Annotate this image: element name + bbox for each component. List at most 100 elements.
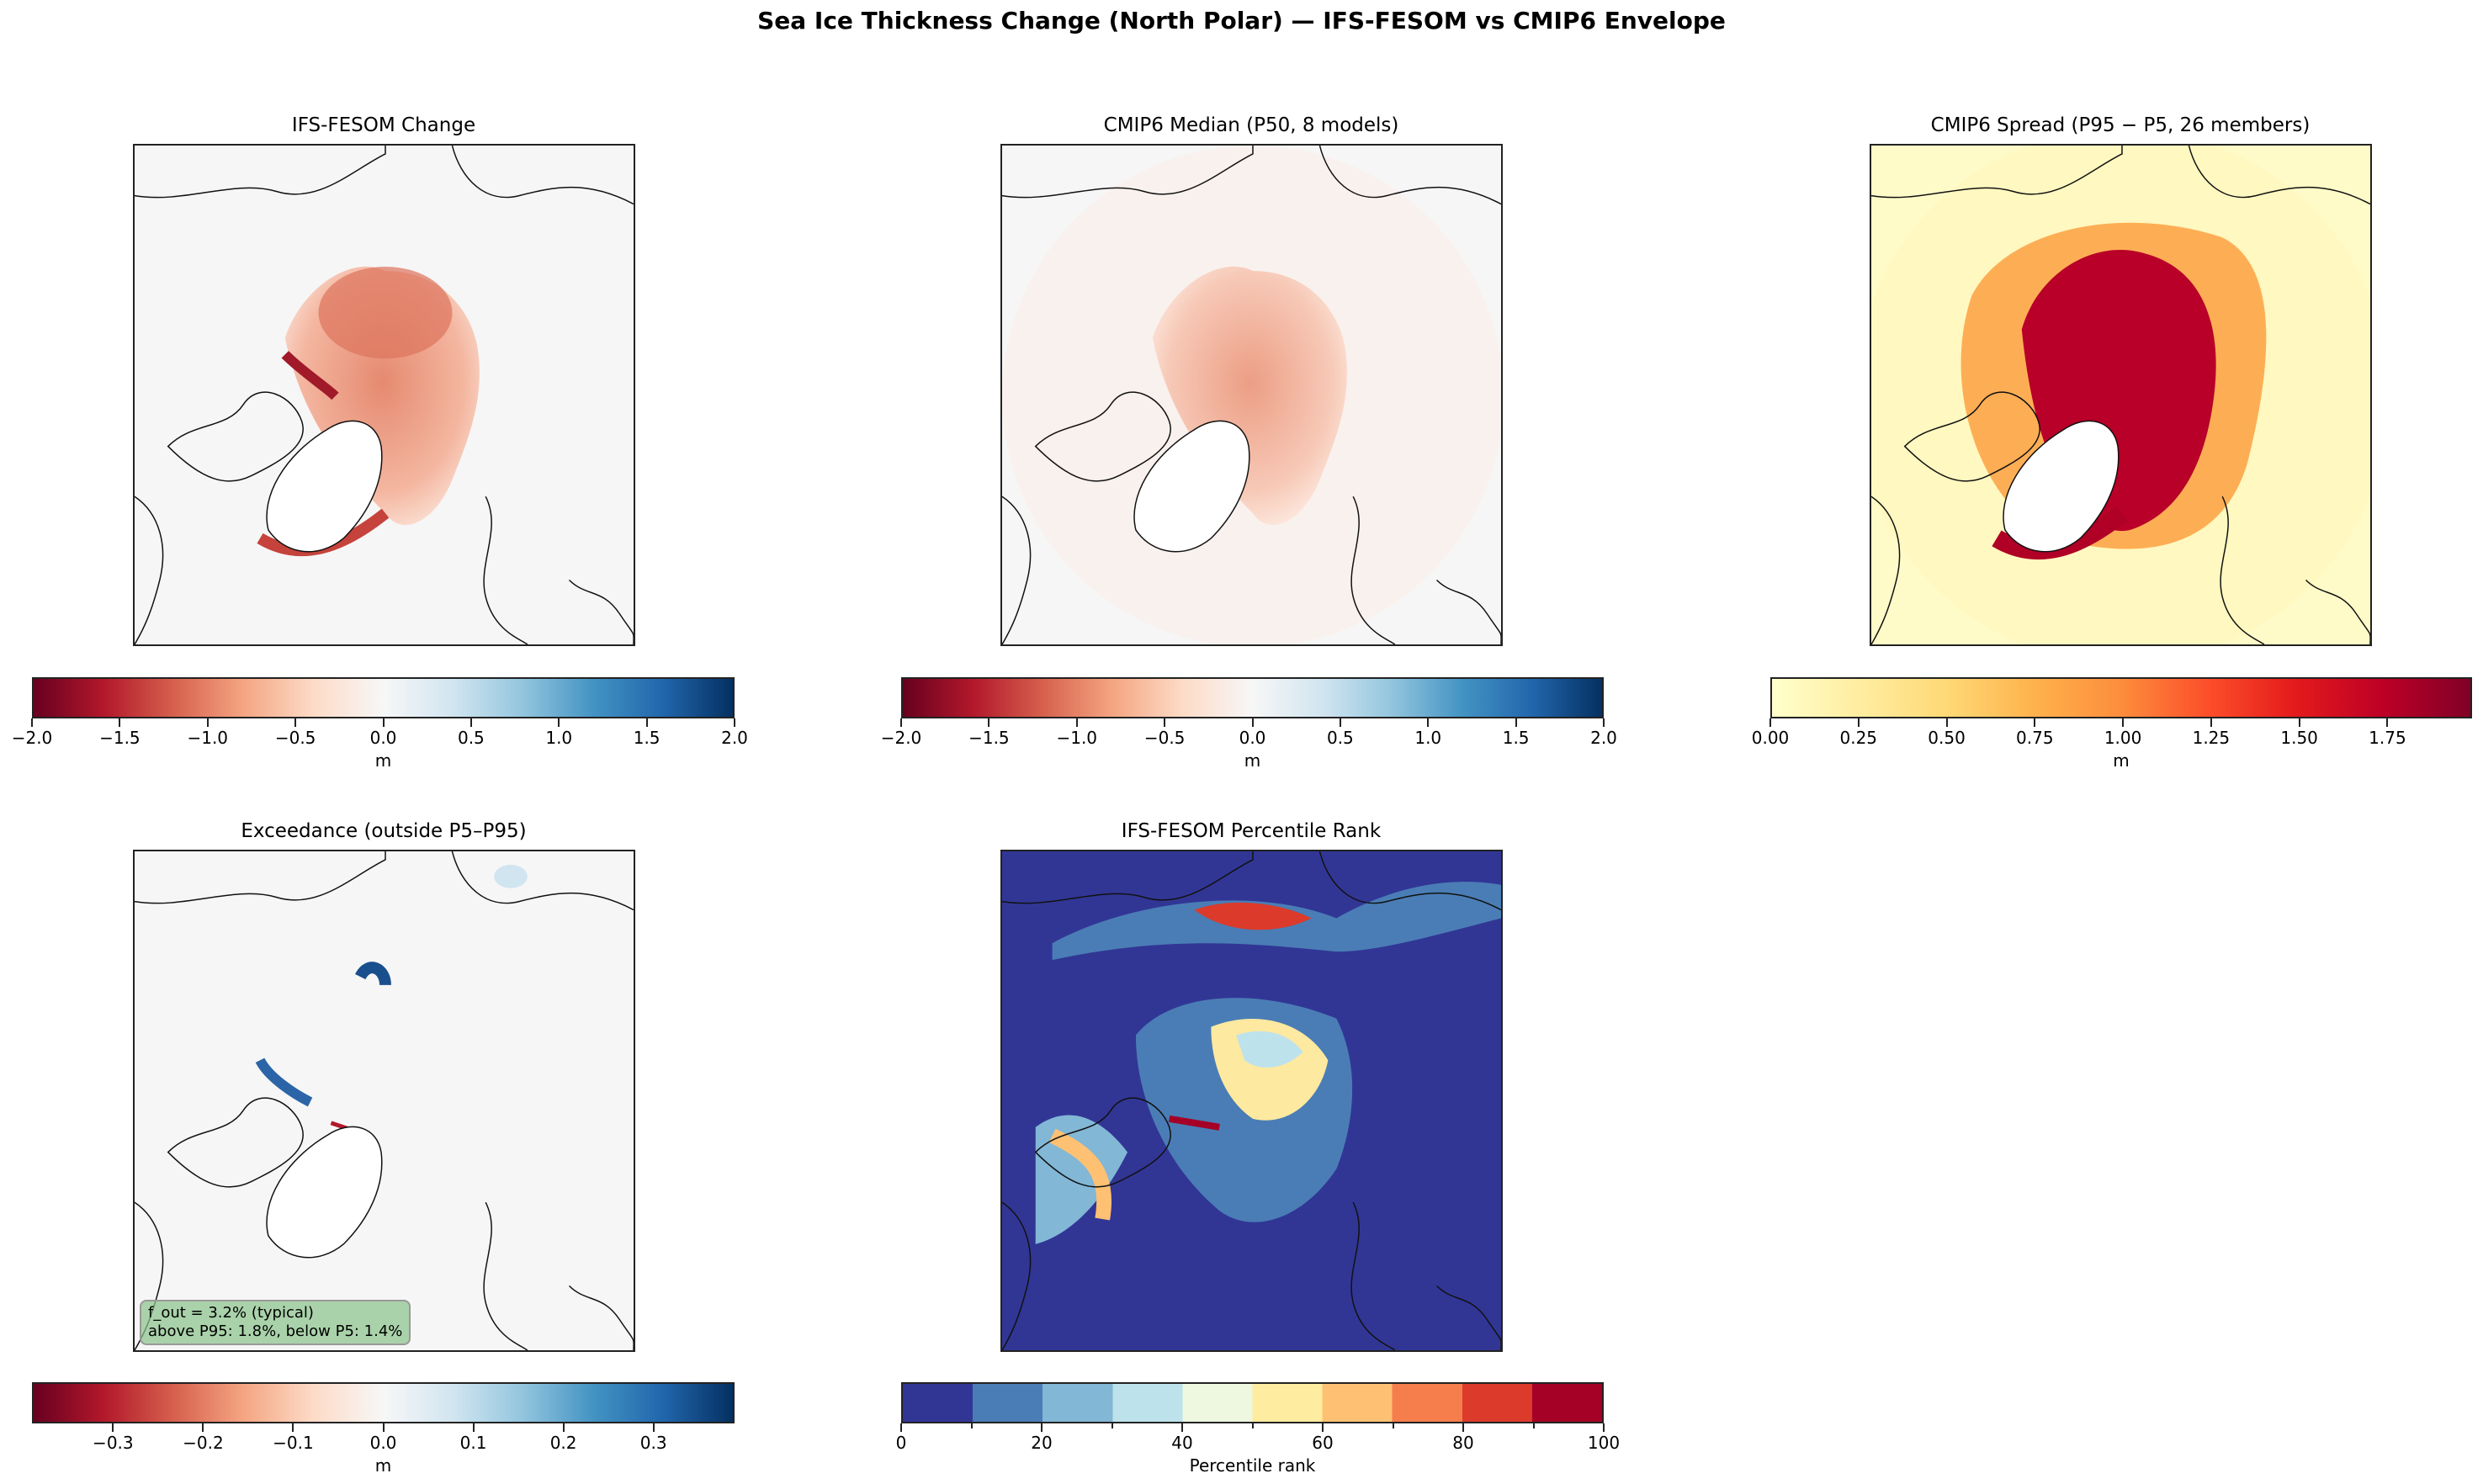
- colorbar-tick-label: 1.00: [2104, 728, 2142, 748]
- colorbar-tick: [112, 1423, 114, 1432]
- colorbar-tick: [1041, 1423, 1043, 1432]
- colorbar-change: [32, 677, 735, 718]
- colorbar-label: m: [374, 1455, 392, 1476]
- panel-title: CMIP6 Spread (P95 − P5, 26 members): [1930, 114, 2311, 136]
- colorbar-tick-label: −0.2: [183, 1433, 224, 1453]
- colorbar-tick: [900, 1423, 902, 1432]
- colorbar-tick-label: 0.50: [1928, 728, 1966, 748]
- colorbar-tick: [2298, 718, 2300, 727]
- colorbar-tick-label: 0.0: [369, 1433, 397, 1453]
- colorbar-tick-label: 0.0: [1239, 728, 1266, 748]
- colorbar-minor-tick: [970, 1423, 973, 1428]
- colorbar-tick: [652, 1423, 655, 1432]
- colorbar-tick: [202, 1423, 204, 1432]
- colorbar-tick: [119, 718, 121, 727]
- colorbar-tick-label: 1.50: [2280, 728, 2318, 748]
- colorbar-tick: [1769, 718, 1771, 727]
- colorbar-tick: [382, 718, 385, 727]
- colorbar-median: [901, 677, 1604, 718]
- colorbar-tick-label: 0.0: [369, 728, 397, 748]
- figure-title: Sea Ice Thickness Change (North Polar) —…: [757, 7, 1726, 34]
- colorbar-tick-label: 100: [1587, 1433, 1621, 1453]
- colorbar-tick-label: 0.1: [459, 1433, 487, 1453]
- colorbar-tick-label: −0.5: [1143, 728, 1186, 748]
- colorbar-tick: [1181, 1423, 1183, 1432]
- colorbar-spread: [1770, 677, 2472, 718]
- colorbar-tick-label: −0.3: [93, 1433, 134, 1453]
- panel-title: IFS-FESOM Percentile Rank: [1121, 820, 1382, 842]
- colorbar-tick-label: 0: [895, 1433, 907, 1453]
- colorbar-tick-label: 1.75: [2369, 728, 2406, 748]
- colorbar-label: m: [1244, 750, 1261, 771]
- colorbar-label: m: [374, 750, 392, 771]
- colorbar-tick: [294, 718, 297, 727]
- colorbar-tick-label: 1.0: [1414, 728, 1442, 748]
- colorbar-tick: [470, 718, 472, 727]
- colorbar-tick: [382, 1423, 385, 1432]
- colorbar-minor-tick: [1392, 1423, 1394, 1428]
- colorbar-tick: [1857, 718, 1860, 727]
- colorbar-tick: [1075, 718, 1078, 727]
- map-panel-rank: [1000, 850, 1503, 1352]
- panel-title: Exceedance (outside P5–P95): [241, 820, 527, 842]
- colorbar-tick-label: −2.0: [11, 728, 53, 748]
- panel-title: IFS-FESOM Change: [291, 114, 476, 136]
- colorbar-tick: [1462, 1423, 1464, 1432]
- colorbar-rank: [901, 1382, 1604, 1423]
- colorbar-tick-label: −1.5: [968, 728, 1010, 748]
- colorbar-tick-label: −1.0: [1056, 728, 1098, 748]
- colorbar-tick-label: 40: [1171, 1433, 1193, 1453]
- colorbar-label: Percentile rank: [1189, 1455, 1316, 1476]
- colorbar-tick: [31, 718, 33, 727]
- colorbar-tick: [900, 718, 902, 727]
- colorbar-tick-label: 20: [1031, 1433, 1053, 1453]
- colorbar-minor-tick: [1251, 1423, 1254, 1428]
- colorbar-tick-label: 0.2: [549, 1433, 577, 1453]
- colorbar-tick-label: 0.3: [639, 1433, 667, 1453]
- colorbar-tick: [2210, 718, 2212, 727]
- panel-title: CMIP6 Median (P50, 8 models): [1103, 114, 1399, 136]
- colorbar-tick-label: −2.0: [880, 728, 922, 748]
- colorbar-tick-label: 0.00: [1751, 728, 1790, 748]
- colorbar-tick-label: 0.5: [457, 728, 485, 748]
- colorbar-tick: [988, 718, 990, 727]
- colorbar-tick: [562, 1423, 565, 1432]
- map-panel-exceed: [133, 850, 635, 1352]
- colorbar-tick-label: 1.0: [545, 728, 573, 748]
- colorbar-tick-label: 1.5: [633, 728, 661, 748]
- colorbar-tick: [1603, 1423, 1605, 1432]
- annotation-box: f_out = 3.2% (typical) above P95: 1.8%, b…: [140, 1300, 411, 1345]
- colorbar-tick-label: 1.5: [1502, 728, 1530, 748]
- colorbar-tick: [206, 718, 209, 727]
- colorbar-tick-label: 0.75: [2016, 728, 2054, 748]
- colorbar-tick: [1515, 718, 1517, 727]
- annotation-line: f_out = 3.2% (typical): [148, 1304, 314, 1322]
- colorbar-tick-label: −0.5: [274, 728, 316, 748]
- colorbar-tick: [558, 718, 560, 727]
- map-panel-change: [133, 144, 635, 646]
- colorbar-tick: [645, 718, 648, 727]
- colorbar-tick-label: 60: [1312, 1433, 1334, 1453]
- colorbar-tick: [2034, 718, 2036, 727]
- colorbar-exceed: [32, 1382, 735, 1423]
- colorbar-tick: [1339, 718, 1341, 727]
- colorbar-tick: [2122, 718, 2125, 727]
- colorbar-tick-label: −1.0: [187, 728, 229, 748]
- colorbar-tick: [1603, 718, 1605, 727]
- colorbar-tick-label: 80: [1452, 1433, 1474, 1453]
- colorbar-tick-label: 2.0: [721, 728, 748, 748]
- colorbar-tick-label: −1.5: [99, 728, 141, 748]
- colorbar-tick-label: 0.25: [1839, 728, 1878, 748]
- annotation-line: above P95: 1.8%, below P5: 1.4%: [148, 1322, 403, 1340]
- map-panel-median: [1000, 144, 1503, 646]
- map-panel-spread: [1870, 144, 2372, 646]
- colorbar-tick-label: −0.1: [273, 1433, 314, 1453]
- colorbar-tick: [1164, 718, 1166, 727]
- colorbar-tick: [472, 1423, 475, 1432]
- colorbar-tick: [1322, 1423, 1324, 1432]
- colorbar-minor-tick: [1532, 1423, 1535, 1428]
- colorbar-tick: [1945, 718, 1948, 727]
- colorbar-tick-label: 1.25: [2192, 728, 2231, 748]
- colorbar-tick: [2386, 718, 2389, 727]
- map-background: [135, 851, 634, 1350]
